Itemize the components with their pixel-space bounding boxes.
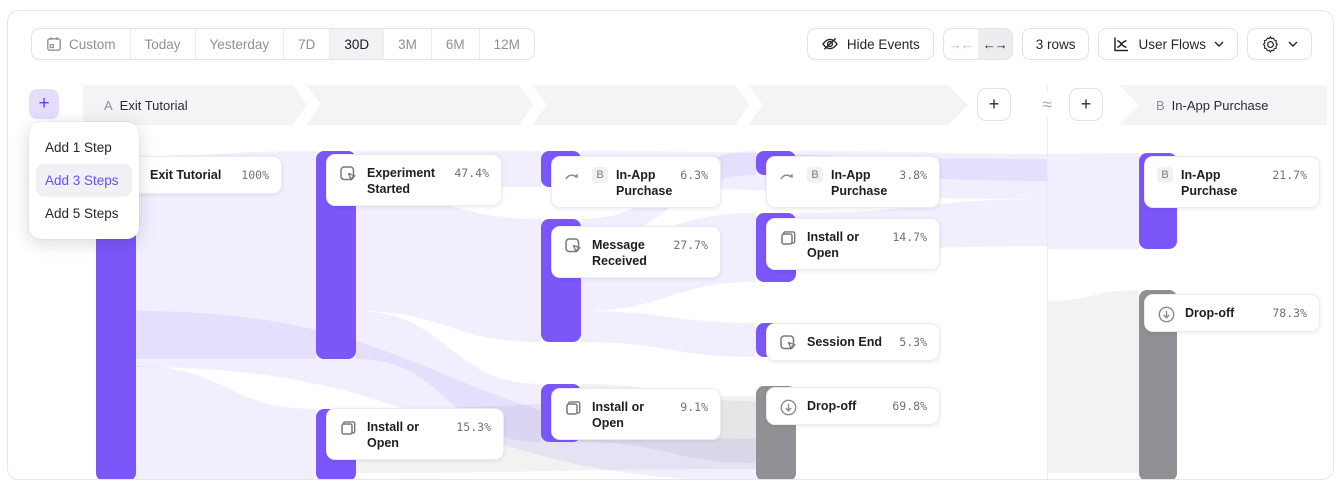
menu-item-add-1-step[interactable]: Add 1 Step — [45, 140, 112, 155]
flow-node-card[interactable]: B In-App Purchase 3.8% — [766, 156, 940, 208]
add-steps-menu: Add 1 Step Add 3 Steps Add 5 Steps — [29, 122, 139, 239]
panel-divider — [1047, 85, 1048, 479]
step-a-letter: A — [104, 97, 113, 113]
overlap-squares-icon — [779, 229, 799, 247]
node-name: Exit Tutorial — [150, 168, 222, 182]
band-chevron-separator — [520, 85, 547, 125]
node-percent: 100% — [241, 168, 269, 182]
node-name: Drop-off — [807, 399, 857, 413]
step-b-badge: B — [807, 167, 823, 183]
band-chevron-separator — [294, 85, 321, 125]
rows-label: 3 rows — [1035, 36, 1076, 52]
node-percent: 78.3% — [1272, 306, 1307, 320]
node-name: In-App Purchase — [1181, 168, 1238, 198]
overlap-squares-icon — [564, 399, 584, 417]
user-flows-panel: Custom Today Yesterday 7D 30D 3M 6M 12M … — [7, 10, 1334, 480]
node-percent: 9.1% — [680, 400, 708, 414]
flow-node-card[interactable]: B In-App Purchase 6.3% — [551, 156, 721, 208]
node-percent: 6.3% — [680, 168, 708, 182]
settings-dropdown[interactable] — [1247, 28, 1312, 60]
date-range-30d[interactable]: 30D — [330, 29, 385, 59]
rows-button[interactable]: 3 rows — [1021, 28, 1090, 60]
add-step-button[interactable]: + — [29, 89, 59, 119]
chevron-down-icon — [1288, 41, 1298, 47]
date-range-6m[interactable]: 6M — [432, 29, 480, 59]
flow-node-card[interactable]: Drop-off 78.3% — [1144, 294, 1320, 332]
expand-columns-button[interactable]: ←→ — [977, 29, 1012, 59]
node-percent: 27.7% — [673, 238, 708, 252]
collapse-expand-toggle: →← ←→ — [942, 28, 1013, 60]
date-range-3m[interactable]: 3M — [384, 29, 432, 59]
toolbar: Custom Today Yesterday 7D 30D 3M 6M 12M … — [8, 28, 1333, 60]
step-b-letter: B — [1156, 97, 1165, 113]
flow-node-card[interactable]: B In-App Purchase 21.7% — [1144, 156, 1320, 208]
node-name: Install or Open — [807, 230, 860, 260]
step-b-badge: B — [592, 167, 608, 183]
date-range-yesterday[interactable]: Yesterday — [196, 29, 285, 59]
flow-node-card[interactable]: Install or Open 15.3% — [326, 408, 504, 460]
flow-node-card[interactable]: Drop-off 69.8% — [766, 387, 940, 425]
node-name: Session End — [807, 335, 883, 349]
cursor-click-icon — [779, 334, 799, 352]
flow-node-card[interactable]: Message Received 27.7% — [551, 226, 721, 278]
forward-arrow-icon — [779, 167, 799, 185]
node-name: Experiment Started — [367, 166, 436, 196]
node-name: In-App Purchase — [831, 168, 888, 198]
flow-node-card[interactable]: Session End 5.3% — [766, 323, 940, 361]
date-range-today[interactable]: Today — [131, 29, 196, 59]
chevron-down-icon — [1214, 41, 1224, 47]
flow-node-card[interactable]: Experiment Started 47.4% — [326, 154, 502, 206]
node-name: Install or Open — [367, 420, 420, 450]
menu-item-add-3-steps[interactable]: Add 3 Steps — [36, 164, 132, 197]
gear-icon — [1262, 35, 1279, 53]
forward-arrow-icon — [564, 167, 584, 185]
insert-step-after-button[interactable]: + — [1069, 88, 1103, 121]
node-name: In-App Purchase — [616, 168, 673, 198]
step-b-badge: B — [1157, 167, 1173, 183]
date-range-label: Custom — [69, 36, 116, 52]
node-name: Install or Open — [592, 400, 645, 430]
cursor-click-icon — [339, 165, 359, 183]
node-name: Message Received — [592, 238, 647, 268]
user-flows-chart-icon — [1114, 37, 1129, 52]
node-percent: 47.4% — [454, 166, 489, 180]
chart-type-label: User Flows — [1138, 36, 1206, 52]
chart-type-dropdown[interactable]: User Flows — [1098, 28, 1238, 60]
step-a-label: Exit Tutorial — [119, 97, 188, 113]
node-percent: 3.8% — [899, 168, 927, 182]
node-percent: 14.7% — [892, 230, 927, 244]
toolbar-right: Hide Events →← ←→ 3 rows User Flows — [806, 28, 1312, 60]
steps-header: + A Exit Tutorial + ≈ + B In-App Purchas… — [8, 85, 1333, 125]
step-b-band[interactable]: B In-App Purchase — [1119, 85, 1327, 125]
node-percent: 5.3% — [899, 335, 927, 349]
hide-events-label: Hide Events — [846, 36, 920, 52]
drop-off-icon — [779, 398, 799, 416]
date-range-12m[interactable]: 12M — [493, 36, 520, 52]
calendar-icon — [47, 37, 61, 51]
node-percent: 21.7% — [1272, 168, 1307, 182]
date-range-7d[interactable]: 7D — [284, 29, 331, 59]
cursor-click-icon — [564, 237, 584, 255]
drop-off-icon — [1157, 305, 1177, 323]
eye-slash-icon — [822, 37, 838, 50]
date-range-custom[interactable]: Custom — [32, 29, 131, 59]
flow-node-card[interactable]: Install or Open 9.1% — [551, 388, 721, 440]
insert-step-before-button[interactable]: + — [977, 88, 1011, 121]
date-range-picker: Custom Today Yesterday 7D 30D 3M 6M 12M — [31, 28, 535, 60]
flow-node-card[interactable]: Install or Open 14.7% — [766, 218, 940, 270]
node-percent: 15.3% — [456, 420, 491, 434]
hide-events-button[interactable]: Hide Events — [806, 28, 934, 60]
menu-item-add-5-steps[interactable]: Add 5 Steps — [45, 206, 119, 221]
overlap-squares-icon — [339, 419, 359, 437]
collapse-columns-button[interactable]: →← — [948, 36, 974, 52]
step-b-label: In-App Purchase — [1171, 97, 1269, 113]
node-name: Drop-off — [1185, 306, 1235, 320]
band-chevron-separator — [736, 85, 763, 125]
node-percent: 69.8% — [892, 399, 927, 413]
approx-icon: ≈ — [1034, 93, 1060, 117]
